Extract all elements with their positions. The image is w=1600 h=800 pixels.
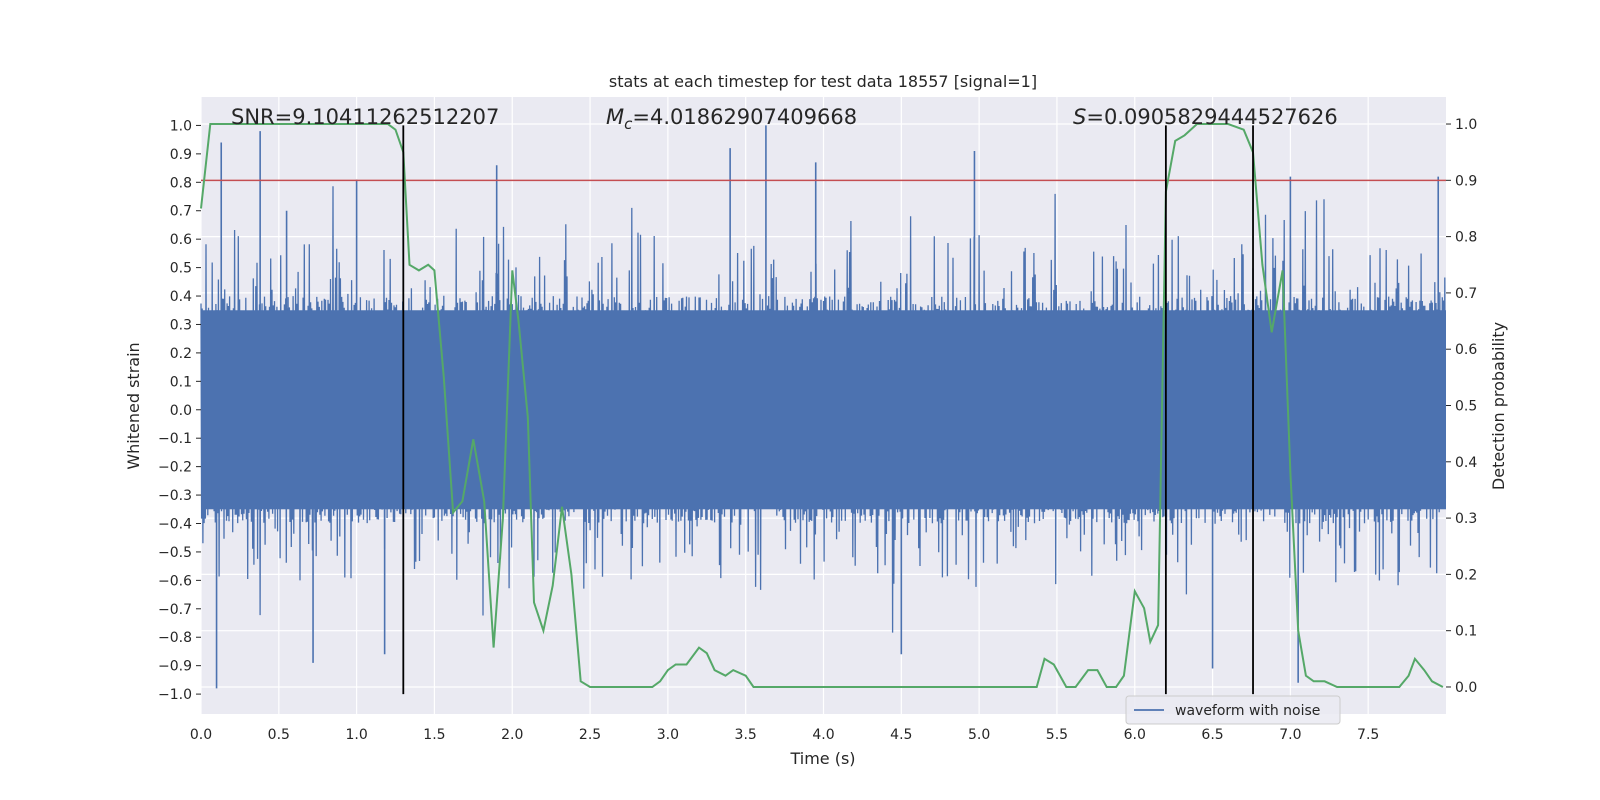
x-tick-label: 6.0	[1124, 727, 1146, 743]
probability-line	[200, 123, 1444, 688]
y2-tick-label: 0.6	[1455, 342, 1477, 358]
x-tick-label: 4.5	[890, 727, 912, 743]
y-tick-label: −0.2	[158, 460, 192, 476]
y-tick-label: 0.6	[170, 232, 192, 248]
spin-symbol: S	[1073, 105, 1086, 129]
legend: waveform with noise	[1125, 695, 1341, 725]
chirp-mass-value: =4.01862907409668	[632, 105, 857, 129]
chirp-mass-subscript: c	[624, 115, 633, 133]
x-axis-title: Time (s)	[789, 749, 855, 768]
x-tick-label: 3.0	[657, 727, 679, 743]
y2-tick-label: 1.0	[1455, 117, 1477, 133]
y-tick-label: 0.9	[170, 147, 192, 163]
y-tick-label: 0.5	[170, 261, 192, 277]
waveform-dense-band	[201, 310, 1446, 510]
y-axis-ticks: −1.0 −0.9 −0.8 −0.7 −0.6 −0.5 −0.4 −0.3 −0.2 −0.1…	[158, 118, 201, 703]
y-tick-label: 0.4	[170, 289, 192, 305]
y-tick-label: −1.0	[158, 687, 192, 703]
chart-title: stats at each timestep for test data 185…	[609, 72, 1037, 91]
y2-tick-label: 0.3	[1455, 511, 1477, 527]
y2-tick-label: 0.0	[1455, 680, 1477, 696]
event-markers	[402, 125, 1254, 695]
x-tick-label: 1.0	[345, 727, 367, 743]
x-tick-label: 2.0	[501, 727, 523, 743]
y-tick-label: −0.5	[158, 545, 192, 561]
y-tick-label: −0.7	[158, 602, 192, 618]
x-tick-label: 0.0	[190, 727, 212, 743]
x-tick-label: 7.0	[1279, 727, 1301, 743]
y-tick-label: 0.0	[170, 403, 192, 419]
x-tick-label: 4.0	[812, 727, 834, 743]
y2-tick-label: 0.1	[1455, 624, 1477, 640]
x-tick-label: 2.5	[579, 727, 601, 743]
y-tick-label: 0.2	[170, 346, 192, 362]
x-tick-label: 5.5	[1046, 727, 1068, 743]
y-tick-label: −0.6	[158, 573, 192, 589]
y-tick-label: −0.9	[158, 659, 192, 675]
x-tick-label: 0.5	[268, 727, 290, 743]
y-tick-label: 1.0	[170, 118, 192, 134]
legend-box	[1125, 695, 1341, 725]
x-tick-label: 1.5	[423, 727, 445, 743]
y2-tick-label: 0.2	[1455, 567, 1477, 583]
y-tick-label: 0.1	[170, 374, 192, 390]
snr-annotation: SNR=9.10411262512207	[231, 105, 499, 129]
y2-tick-label: 0.4	[1455, 455, 1477, 471]
y-tick-label: 0.3	[170, 317, 192, 333]
x-tick-label: 6.5	[1201, 727, 1223, 743]
waveform-series	[200, 125, 1447, 689]
y-tick-label: 0.8	[170, 175, 192, 191]
y2-tick-label: 0.8	[1455, 230, 1477, 246]
chirp-mass-annotation: Mc=4.01862907409668	[606, 105, 857, 133]
x-axis-ticks: 0.0 0.5 1.0 1.5 2.0 2.5 3.0 3.5 4.0 4.5 5.0 5.5 6.0 6…	[190, 727, 1379, 743]
y-axis-title: Whitened strain	[124, 342, 143, 469]
y2-tick-label: 0.7	[1455, 286, 1477, 302]
y-tick-label: −0.3	[158, 488, 192, 504]
spin-value: =0.0905829444527626	[1086, 105, 1337, 129]
y-tick-label: −0.4	[158, 516, 192, 532]
x-tick-label: 3.5	[735, 727, 757, 743]
x-tick-label: 5.0	[968, 727, 990, 743]
y-tick-label: −0.8	[158, 630, 192, 646]
probability-series	[200, 123, 1444, 688]
spin-annotation: S=0.0905829444527626	[1073, 105, 1338, 129]
y-tick-label: −0.1	[158, 431, 192, 447]
y2-axis-ticks: 0.0 0.1 0.2 0.3 0.4 0.5 0.6 0.7 0.8 0.9 1.0	[1446, 117, 1477, 696]
chirp-mass-symbol: M	[606, 105, 624, 129]
x-tick-label: 7.5	[1357, 727, 1379, 743]
y2-axis-title: Detection probability	[1489, 322, 1508, 490]
legend-label-waveform: waveform with noise	[1175, 703, 1320, 719]
y2-tick-label: 0.9	[1455, 173, 1477, 189]
y-tick-label: 0.7	[170, 204, 192, 220]
y2-tick-label: 0.5	[1455, 399, 1477, 415]
